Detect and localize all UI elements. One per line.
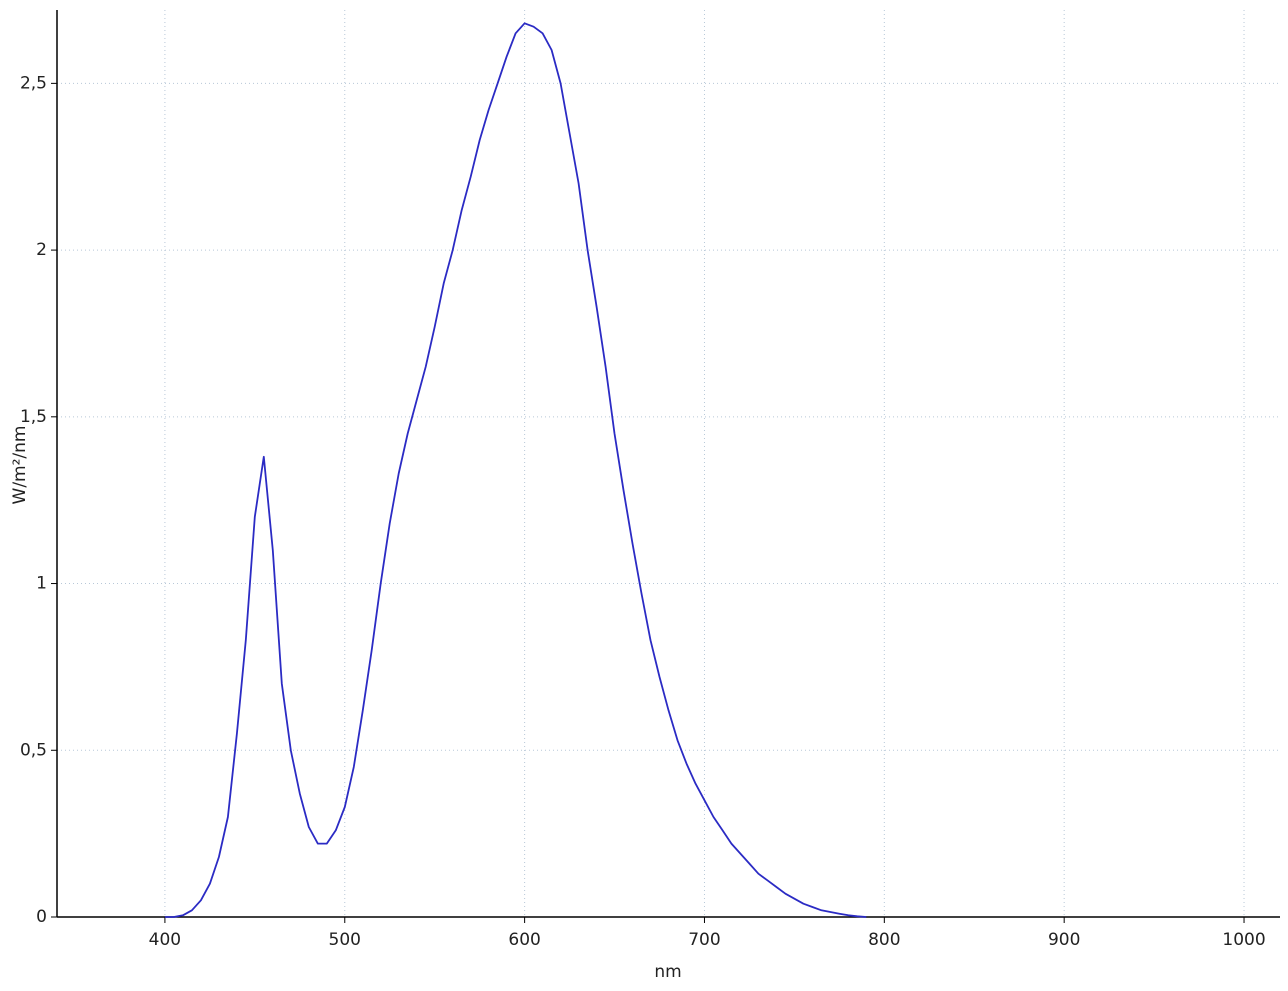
y-tick-label: 2	[36, 240, 47, 260]
y-tick-label: 0	[36, 907, 47, 927]
x-axis-label: nm	[654, 962, 681, 982]
y-tick-label: 0,5	[20, 740, 47, 760]
y-axis-label: W/m²/nm	[10, 426, 30, 505]
x-tick-label: 400	[149, 930, 181, 950]
x-tick-label: 800	[868, 930, 900, 950]
x-tick-label: 600	[508, 930, 540, 950]
x-tick-label: 700	[688, 930, 720, 950]
x-tick-label: 900	[1048, 930, 1080, 950]
x-tick-label: 500	[329, 930, 361, 950]
spectrum-line	[164, 22, 867, 918]
y-tick-label: 1,5	[20, 407, 47, 427]
y-tick-label: 1	[36, 574, 47, 594]
y-tick-label: 2,5	[20, 73, 47, 93]
x-tick-label: 1000	[1222, 930, 1265, 950]
